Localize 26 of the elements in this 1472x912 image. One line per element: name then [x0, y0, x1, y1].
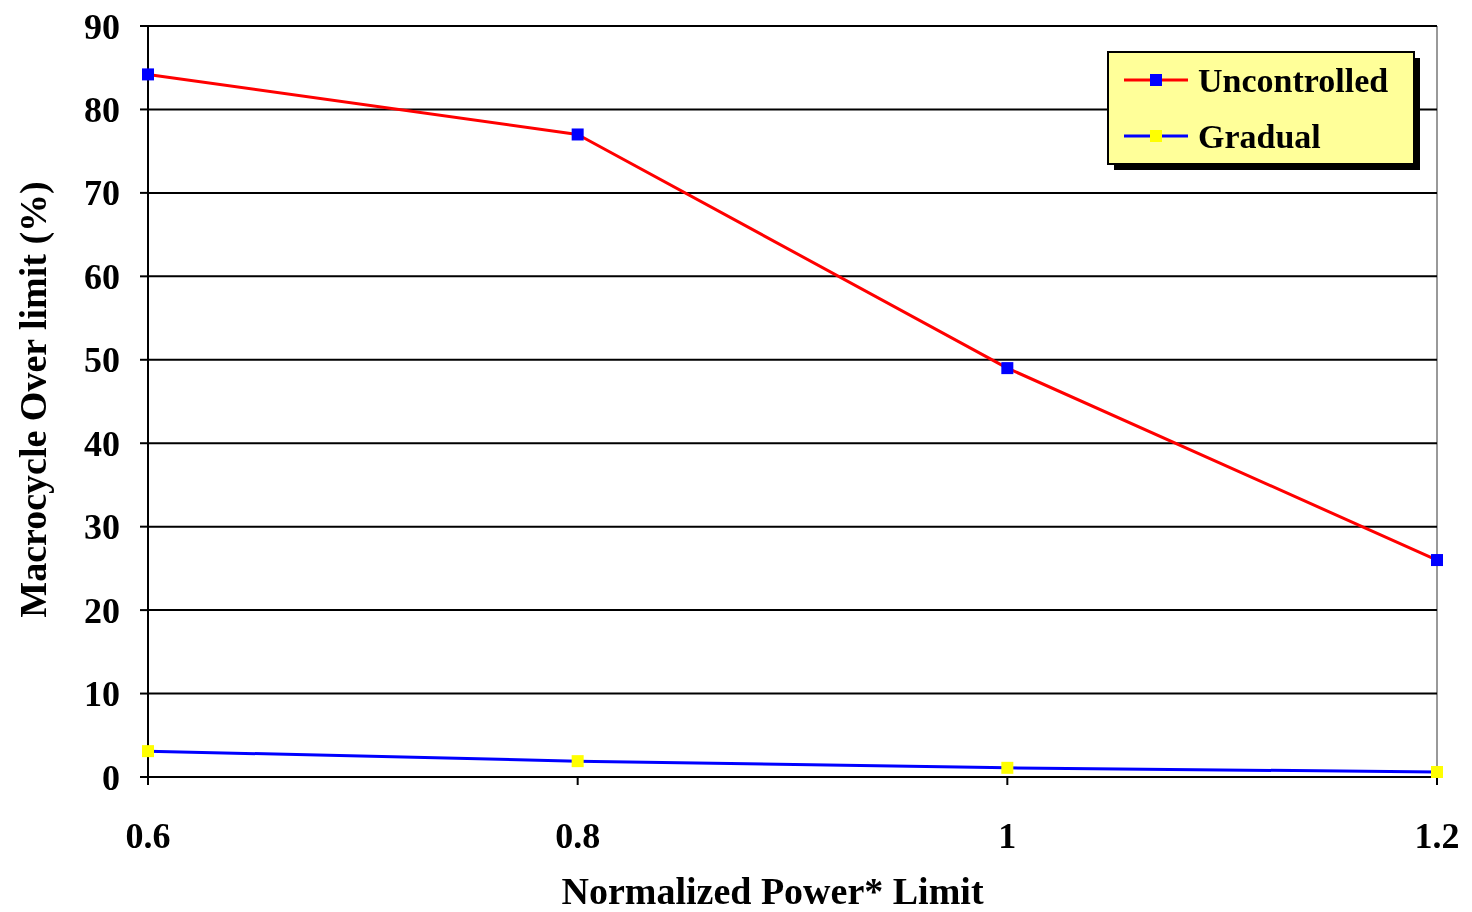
legend-label: Gradual: [1198, 117, 1321, 155]
y-tick-label: 10: [84, 674, 120, 715]
point: [571, 128, 584, 141]
y-tick-label: 20: [84, 590, 120, 631]
y-tick-label: 40: [84, 423, 120, 464]
x-tick-label: 1.2: [1414, 816, 1460, 856]
y-tick-label: 0: [102, 757, 120, 798]
y-tick-label: 80: [84, 90, 120, 131]
point: [1431, 554, 1443, 567]
x-tick-label: 1: [998, 816, 1017, 856]
y-tick-label: 90: [84, 6, 120, 47]
x-axis-title: Normalized Power* Limit: [561, 870, 984, 912]
point: [1431, 765, 1443, 778]
point: [1001, 761, 1014, 774]
y-tick-label: 70: [84, 173, 120, 214]
y-tick-label: 50: [84, 340, 120, 381]
x-tick-label: 0.6: [125, 816, 171, 856]
point: [142, 745, 154, 758]
point: [142, 68, 154, 81]
y-tick-label: 60: [84, 256, 120, 297]
y-tick-label: 30: [84, 507, 120, 548]
point: [571, 755, 584, 768]
y-axis-title: Macrocycle Over limit (%): [12, 181, 55, 618]
legend-label: Uncontrolled: [1198, 61, 1389, 99]
point: [1001, 362, 1014, 375]
x-tick-label: 0.8: [555, 816, 601, 856]
